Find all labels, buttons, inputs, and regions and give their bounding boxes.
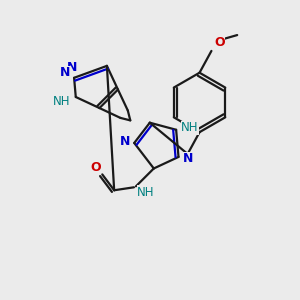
Text: N: N	[120, 136, 130, 148]
Text: N: N	[60, 66, 70, 80]
Text: O: O	[90, 161, 101, 174]
Text: NH: NH	[55, 98, 73, 111]
Text: NH: NH	[137, 186, 154, 199]
Text: NH: NH	[181, 121, 199, 134]
Text: N: N	[183, 152, 194, 165]
Text: O: O	[214, 37, 225, 50]
Text: N: N	[67, 61, 77, 74]
Text: NH: NH	[53, 95, 71, 108]
